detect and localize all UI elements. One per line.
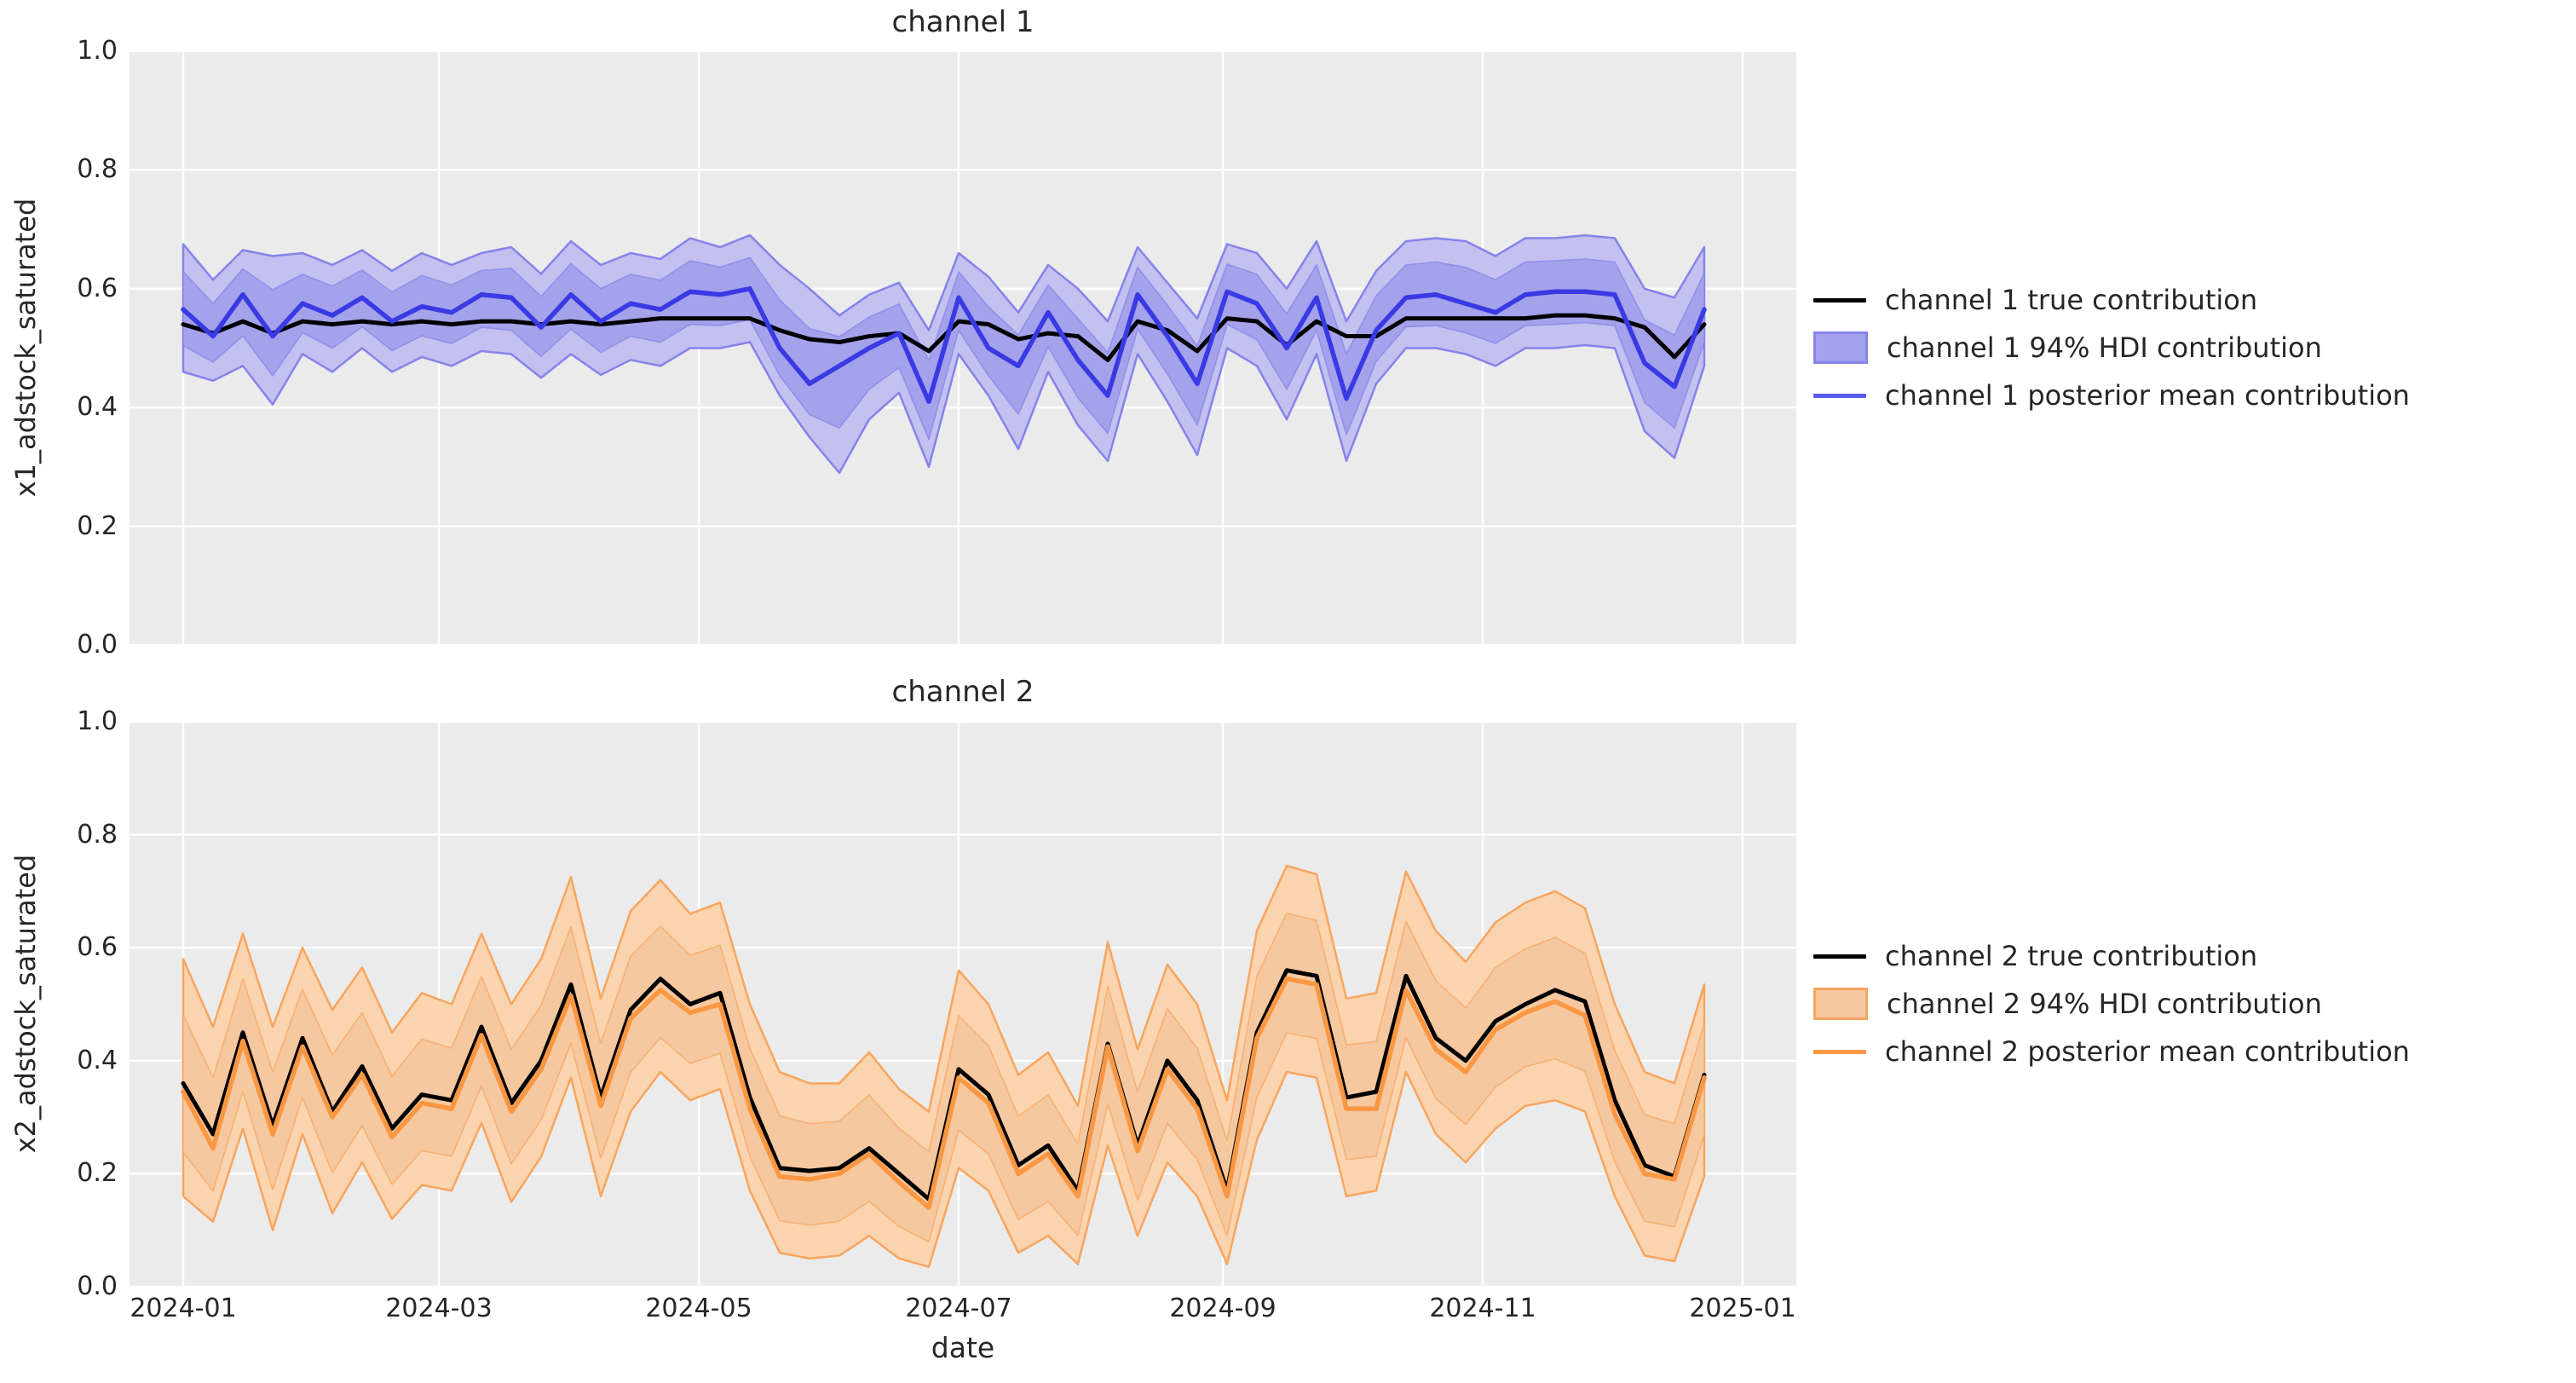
x-axis-label: date: [931, 1331, 995, 1364]
chart-2-legend: channel 2 true contribution channel 2 94…: [1813, 932, 2410, 1075]
x-tick-label: 2024-03: [385, 1294, 493, 1323]
y-tick-label: 0.4: [77, 1045, 118, 1075]
y-tick-label: 0.2: [77, 510, 118, 541]
legend-label: channel 2 true contribution: [1885, 940, 2258, 972]
posterior-mean-line-swatch: [1813, 393, 1866, 398]
posterior-mean-line: [181, 286, 1707, 404]
y-tick-label: 1.0: [77, 36, 118, 66]
true-line-swatch: [1813, 954, 1866, 959]
y-tick-label: 0.8: [77, 819, 118, 850]
legend-row: channel 1 true contribution: [1813, 276, 2410, 324]
y-tick-label: 0.2: [77, 1158, 118, 1189]
x-tick-label: 2024-09: [1169, 1294, 1276, 1323]
true-line-swatch: [1813, 297, 1866, 303]
legend-label: channel 1 true contribution: [1885, 284, 2258, 316]
chart-1-plot-area: [130, 49, 1796, 647]
x-tick-label: 2024-05: [645, 1294, 752, 1323]
true-contribution-line: [181, 313, 1707, 362]
x-tick-label: 2025-01: [1689, 1294, 1796, 1323]
legend-label: channel 1 94% HDI contribution: [1887, 331, 2322, 364]
x-tick-label: 2024-01: [130, 1294, 237, 1323]
legend-row: channel 2 true contribution: [1813, 932, 2410, 980]
legend-label: channel 2 94% HDI contribution: [1887, 988, 2322, 1020]
legend-row: channel 2 94% HDI contribution: [1813, 980, 2410, 1028]
y-tick-label: 0.0: [77, 630, 118, 660]
chart-1-title: channel 1: [891, 5, 1034, 39]
x-tick-label: 2024-07: [905, 1294, 1012, 1323]
legend-row: channel 1 posterior mean contribution: [1813, 372, 2410, 419]
chart-2-plot-area: [130, 720, 1796, 1288]
chart-2-y-axis-label: x2_adstock_saturated: [9, 854, 42, 1154]
y-tick-label: 0.4: [77, 392, 118, 423]
chart-1-y-axis-label: x1_adstock_saturated: [9, 198, 42, 498]
chart-1-legend: channel 1 true contribution channel 1 94…: [1813, 276, 2410, 419]
y-tick-label: 0.6: [77, 932, 118, 963]
posterior-mean-line-swatch: [1813, 1049, 1866, 1054]
y-tick-label: 0.0: [77, 1271, 118, 1301]
chart-2-title: channel 2: [891, 675, 1034, 709]
y-tick-label: 1.0: [77, 706, 118, 736]
legend-label: channel 2 posterior mean contribution: [1885, 1035, 2410, 1068]
hdi-band-inner: [182, 912, 1705, 1243]
y-tick-label: 0.6: [77, 273, 118, 303]
hdi-patch-swatch: [1813, 331, 1868, 364]
hdi-patch-swatch: [1813, 988, 1868, 1020]
y-tick-label: 0.8: [77, 154, 118, 185]
x-tick-label: 2024-11: [1429, 1294, 1536, 1323]
legend-row: channel 2 posterior mean contribution: [1813, 1028, 2410, 1075]
legend-label: channel 1 posterior mean contribution: [1885, 379, 2410, 412]
legend-row: channel 1 94% HDI contribution: [1813, 324, 2410, 372]
posterior-mean-line: [181, 976, 1707, 1210]
